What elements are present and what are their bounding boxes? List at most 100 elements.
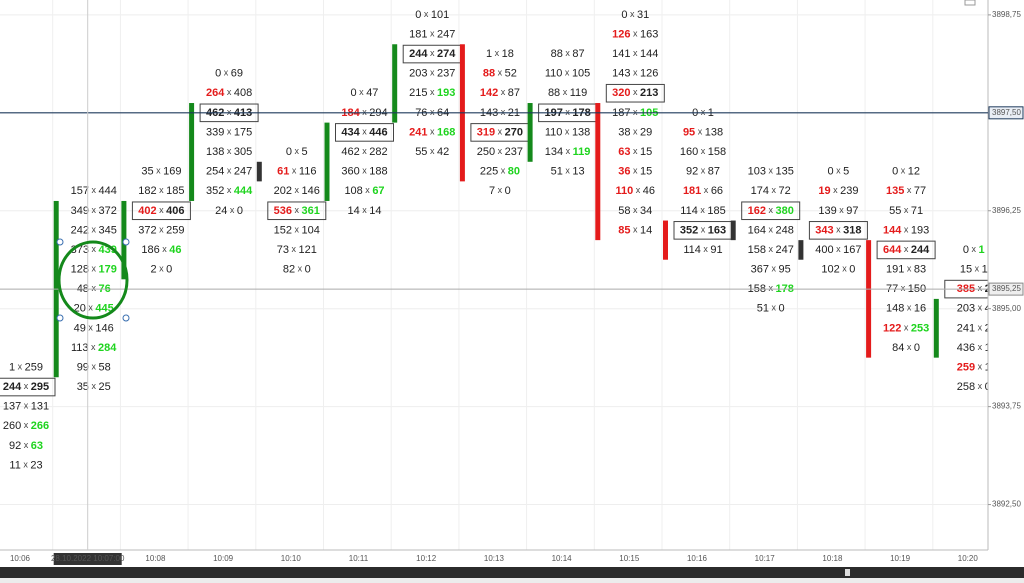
separator: x bbox=[360, 127, 370, 137]
bid-volume: 349 bbox=[71, 205, 89, 217]
separator: x bbox=[898, 283, 908, 293]
ask-volume: 18 bbox=[502, 48, 514, 60]
ask-volume: 97 bbox=[846, 205, 858, 217]
separator: x bbox=[904, 342, 914, 352]
separator: x bbox=[292, 205, 302, 215]
ask-volume: 121 bbox=[299, 244, 317, 256]
separator: x bbox=[89, 264, 99, 274]
ask-volume: 67 bbox=[372, 185, 384, 197]
separator: x bbox=[427, 29, 437, 39]
ask-volume: 15 bbox=[640, 165, 652, 177]
separator: x bbox=[154, 166, 164, 176]
cell: 250 x 237 bbox=[477, 146, 523, 158]
x-tick-label: 10:20 bbox=[958, 554, 979, 563]
bid-volume: 164 bbox=[748, 224, 766, 236]
axes: 3898,75 3896,25 3895,00 3893,75 3892,50 10:06… bbox=[10, 10, 1024, 565]
ask-volume: 5 bbox=[302, 146, 308, 158]
volume-bar bbox=[392, 44, 398, 123]
separator: x bbox=[695, 127, 705, 137]
separator: x bbox=[492, 48, 502, 58]
bid-volume: 88 bbox=[483, 68, 495, 80]
bid-volume: 536 bbox=[274, 205, 292, 217]
separator: x bbox=[837, 205, 847, 215]
separator: x bbox=[292, 146, 302, 156]
separator: x bbox=[89, 342, 99, 352]
scroll-thumb[interactable] bbox=[845, 569, 850, 576]
separator: x bbox=[360, 146, 370, 156]
ask-volume: 247 bbox=[775, 244, 793, 256]
bid-volume: 644 bbox=[883, 244, 902, 256]
cell: 110 x 46 bbox=[616, 185, 656, 197]
bid-volume: 202 bbox=[274, 185, 292, 197]
separator: x bbox=[901, 225, 911, 235]
ask-volume: 318 bbox=[843, 224, 861, 236]
bid-volume: 258 bbox=[957, 381, 975, 393]
separator: x bbox=[89, 186, 99, 196]
last-price-label: 3897,50 bbox=[992, 108, 1021, 117]
separator: x bbox=[898, 166, 908, 176]
window-button[interactable] bbox=[964, 0, 976, 6]
bid-volume: 144 bbox=[883, 224, 902, 236]
ask-volume: 15 bbox=[640, 146, 652, 158]
grid bbox=[0, 0, 988, 550]
scrollbar[interactable] bbox=[0, 567, 1024, 578]
ask-volume: 305 bbox=[234, 146, 252, 158]
ask-volume: 0 bbox=[305, 263, 311, 275]
ask-volume: 66 bbox=[711, 185, 723, 197]
volume-bar bbox=[527, 103, 533, 162]
ask-volume: 188 bbox=[369, 165, 387, 177]
bid-volume: 141 bbox=[612, 48, 630, 60]
bid-volume: 0 bbox=[892, 165, 898, 177]
cell: 36 x 15 bbox=[618, 165, 652, 177]
bid-volume: 49 bbox=[74, 322, 86, 334]
ask-volume: 168 bbox=[437, 126, 455, 138]
separator: x bbox=[972, 264, 982, 274]
ask-volume: 63 bbox=[31, 440, 43, 452]
cell: 51 x 0 bbox=[757, 303, 785, 315]
bid-volume: 92 bbox=[9, 440, 21, 452]
separator: x bbox=[698, 205, 708, 215]
separator: x bbox=[834, 166, 844, 176]
ask-volume: 87 bbox=[508, 87, 520, 99]
ask-volume: 72 bbox=[779, 185, 791, 197]
bid-volume: 320 bbox=[612, 87, 630, 99]
cell: 0 x 5 bbox=[828, 165, 850, 177]
bid-volume: 241 bbox=[957, 322, 975, 334]
ask-volume: 4 bbox=[985, 303, 991, 315]
ask-volume: 0 bbox=[914, 342, 920, 354]
x-tick-label: 10:17 bbox=[755, 554, 776, 563]
ask-volume: 372 bbox=[98, 205, 116, 217]
ask-volume: 5 bbox=[843, 165, 849, 177]
bid-volume: 114 bbox=[680, 205, 698, 217]
ask-volume: 1 bbox=[985, 342, 991, 354]
bid-volume: 55 bbox=[415, 146, 427, 158]
separator: x bbox=[901, 323, 911, 333]
cell: 352 x 444 bbox=[206, 185, 253, 197]
separator: x bbox=[563, 166, 573, 176]
separator: x bbox=[363, 186, 373, 196]
separator: x bbox=[427, 88, 437, 98]
cell: 254 x 247 bbox=[206, 165, 252, 177]
ask-volume: 101 bbox=[431, 9, 449, 21]
separator: x bbox=[89, 381, 99, 391]
annotation-handle bbox=[122, 238, 130, 246]
bid-volume: 182 bbox=[138, 185, 156, 197]
separator: x bbox=[904, 303, 914, 313]
cell: 88 x 119 bbox=[548, 87, 587, 99]
ask-volume: 58 bbox=[98, 361, 110, 373]
separator: x bbox=[21, 381, 31, 391]
cell: 110 x 105 bbox=[545, 68, 590, 80]
cell: 95 x 138 bbox=[683, 126, 723, 138]
cell: 1 x 18 bbox=[486, 48, 514, 60]
cell: 164 x 248 bbox=[748, 224, 794, 236]
separator: x bbox=[563, 107, 573, 117]
separator: x bbox=[766, 244, 776, 254]
cell: 186 x 46 bbox=[141, 244, 181, 256]
ask-volume: 131 bbox=[31, 401, 49, 413]
ask-volume: 1 bbox=[982, 263, 988, 275]
separator: x bbox=[631, 48, 641, 58]
ask-volume: 444 bbox=[98, 185, 116, 197]
bid-volume: 2 bbox=[151, 263, 157, 275]
bid-volume: 352 bbox=[206, 185, 224, 197]
ask-volume: 247 bbox=[437, 28, 455, 40]
